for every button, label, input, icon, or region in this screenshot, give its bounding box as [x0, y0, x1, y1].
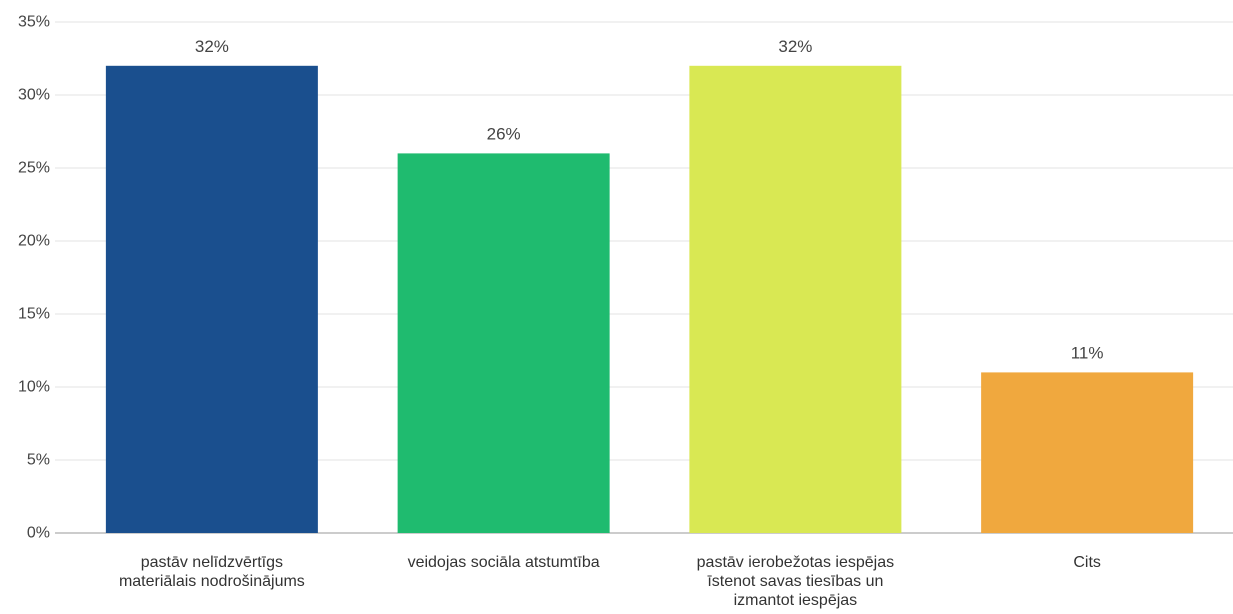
y-tick-label: 25% [18, 160, 50, 177]
y-tick-label: 20% [18, 233, 50, 250]
y-tick-label: 10% [18, 379, 50, 396]
data-label: 32% [778, 37, 812, 56]
x-tick-label-line: pastāv nelīdzvērtīgs [141, 554, 283, 571]
y-tick-label: 5% [27, 452, 50, 469]
x-tick-label: pastāv ierobežotas iespējas īstenot savas… [697, 554, 894, 609]
bar [105, 65, 318, 534]
bar [397, 153, 610, 533]
x-tick-label: Cits [1073, 554, 1101, 571]
data-label: 11% [1071, 343, 1104, 362]
data-label: 26% [487, 124, 521, 143]
bar [981, 372, 1194, 533]
x-tick-label-line: izmantot iespējas [734, 592, 858, 609]
y-tick-label: 15% [18, 306, 50, 323]
x-tick-label-line: materiālais nodrošinājums [119, 573, 305, 590]
x-tick-label: veidojas sociāla atstumtība [408, 554, 600, 571]
x-tick-label-line: pastāv ierobežotas iespējas [697, 554, 894, 571]
y-tick-label: 0% [27, 525, 50, 542]
x-tick-label-line: īstenot savas tiesības un [707, 573, 883, 590]
x-tick-label-line: Cits [1073, 554, 1101, 571]
data-labels: 32% 26% 32% 11% [195, 37, 1104, 363]
x-tick-label-line: veidojas sociāla atstumtība [408, 554, 600, 571]
y-tick-label: 30% [18, 87, 50, 104]
y-tick-label: 35% [18, 14, 50, 31]
x-axis-labels: pastāv nelīdzvērtīgs materiālais nodrošin… [119, 554, 1101, 609]
y-axis: 0% 5% 10% 15% 20% 25% 30% 35% [18, 14, 50, 542]
bar [689, 65, 902, 534]
x-tick-label: pastāv nelīdzvērtīgs materiālais nodrošin… [119, 554, 305, 590]
bars [105, 65, 1194, 534]
data-label: 32% [195, 37, 229, 56]
